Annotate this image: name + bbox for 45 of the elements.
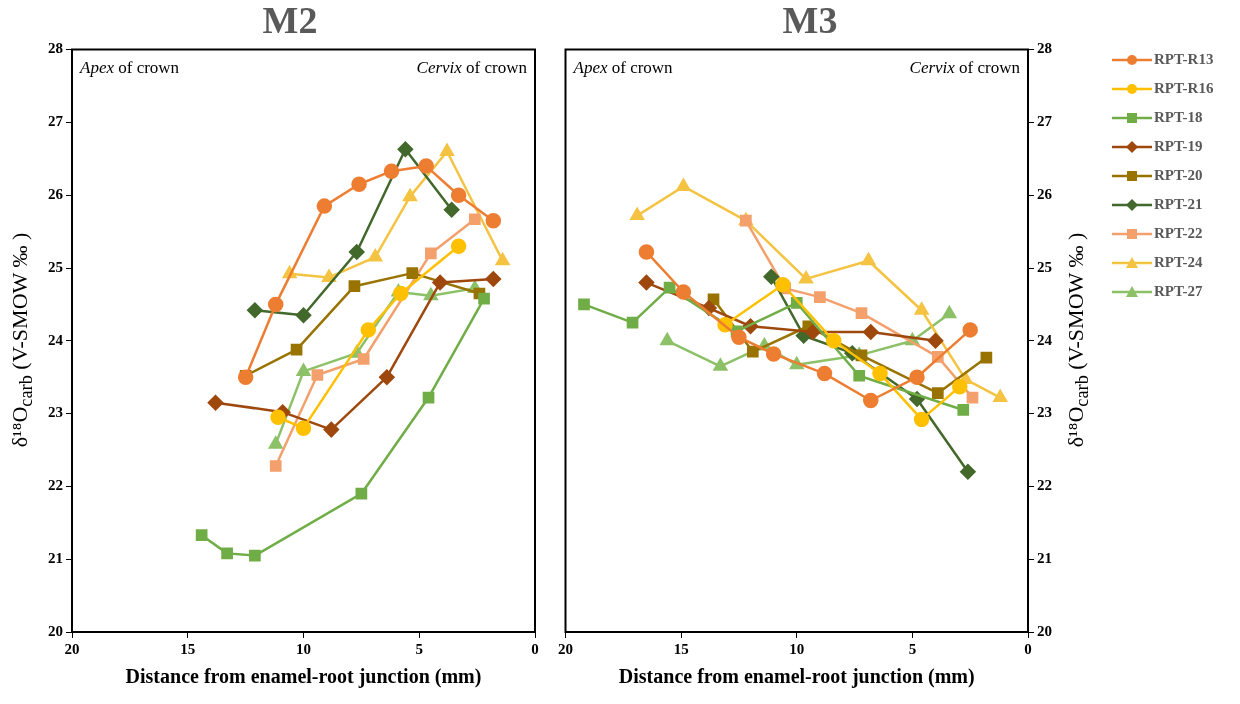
y-tick-label: 21: [48, 550, 63, 567]
x-axis-title: Distance from enamel-root junction (mm): [618, 665, 975, 689]
y-tick-label: 20: [48, 622, 63, 639]
annotation: Cervix of crown: [909, 57, 1021, 77]
y2-tick-label: 25: [1037, 258, 1052, 275]
legend-label: RPT-19: [1154, 138, 1203, 155]
legend-label: RPT-21: [1154, 196, 1203, 213]
y2-tick-label: 28: [1037, 40, 1052, 57]
x-tick-label: 15: [180, 640, 196, 657]
y2-tick-label: 23: [1037, 404, 1052, 421]
y2-tick-label: 20: [1037, 622, 1052, 639]
annotation: Apex of crown: [572, 57, 674, 77]
chart-title: M2: [262, 0, 318, 41]
x-tick-label: 5: [415, 640, 423, 657]
legend-label: RPT-R16: [1154, 80, 1214, 97]
y-tick-label: 23: [48, 404, 63, 421]
y-tick-label: 27: [48, 113, 64, 130]
x-tick-label: 20: [558, 640, 573, 657]
y-tick-label: 28: [48, 40, 63, 57]
legend-label: RPT-22: [1154, 225, 1203, 242]
x-axis-title: Distance from enamel-root junction (mm): [125, 665, 482, 689]
x-tick-label: 5: [908, 640, 917, 657]
y-tick-label: 25: [48, 258, 63, 275]
annotation: Cervix of crown: [416, 57, 528, 77]
x-tick-label: 0: [1024, 640, 1032, 657]
y2-tick-label: 24: [1037, 331, 1053, 348]
chart-title: M3: [782, 0, 838, 41]
x-tick-label: 10: [789, 640, 805, 657]
y2-tick-label: 26: [1037, 186, 1053, 203]
legend-label: RPT-R13: [1154, 51, 1214, 68]
x-tick-label: 0: [531, 640, 539, 657]
y-tick-label: 26: [48, 186, 64, 203]
annotation: Apex of crown: [79, 57, 180, 77]
y2-tick-label: 22: [1037, 477, 1052, 494]
y2-tick-label: 21: [1037, 550, 1052, 567]
y2-tick-label: 27: [1037, 113, 1053, 130]
y-tick-label: 24: [48, 331, 64, 348]
legend-label: RPT-18: [1154, 109, 1203, 126]
legend-label: RPT-20: [1154, 167, 1203, 184]
legend-label: RPT-24: [1154, 254, 1203, 271]
y-tick-label: 22: [48, 477, 63, 494]
x-tick-label: 20: [64, 640, 80, 657]
x-tick-label: 15: [673, 640, 689, 657]
x-tick-label: 10: [296, 640, 311, 657]
legend-label: RPT-27: [1154, 283, 1203, 300]
